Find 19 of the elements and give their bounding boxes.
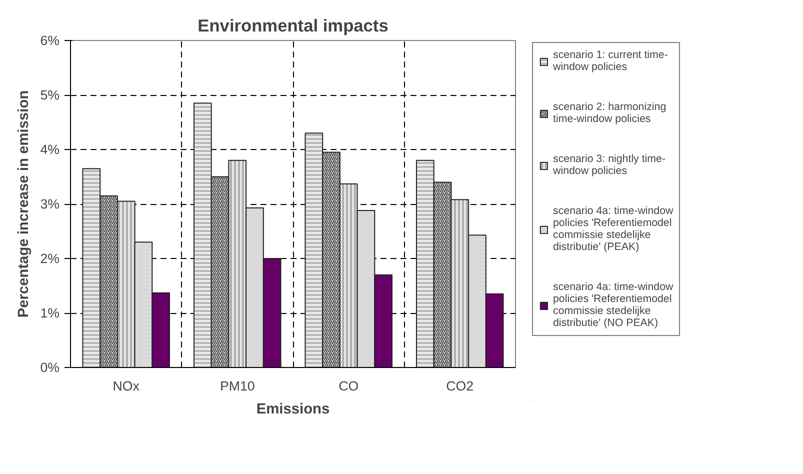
legend-label: scenario 4a: time-window policies 'Referentiemodel commissie stedelijke distributie' (PEAK) [553,205,674,253]
x-tick-label: PM10 [220,378,255,394]
x-tick-label: CO2 [446,378,474,394]
y-tick-label: 6% [40,33,60,48]
y-tick-label: 1% [40,306,60,320]
x-axis-title: Emissions [256,402,330,418]
y-tick-label: 5% [40,88,60,102]
chart-title: Environmental impacts [198,16,388,36]
legend-label: scenario 2: harmonizing time-window policies [553,101,666,125]
legend-label: scenario 1: current time-window policies [553,49,668,73]
legend-label: scenario 3: nightly time-window policies [553,153,666,177]
y-tick-label: 0% [40,360,60,375]
legend-label: scenario 4a: time-window policies 'Referentiemodel commissie stedelijke distributie' (NO PEAK) [553,281,674,329]
y-tick-label: 3% [40,196,60,212]
x-tick-label: NOx [112,378,140,394]
y-tick-label: 2% [40,251,60,266]
x-tick-label: CO [338,378,359,394]
y-tick-label: 4% [40,142,60,157]
y-axis-title: Percentage increase in emission [16,90,32,318]
